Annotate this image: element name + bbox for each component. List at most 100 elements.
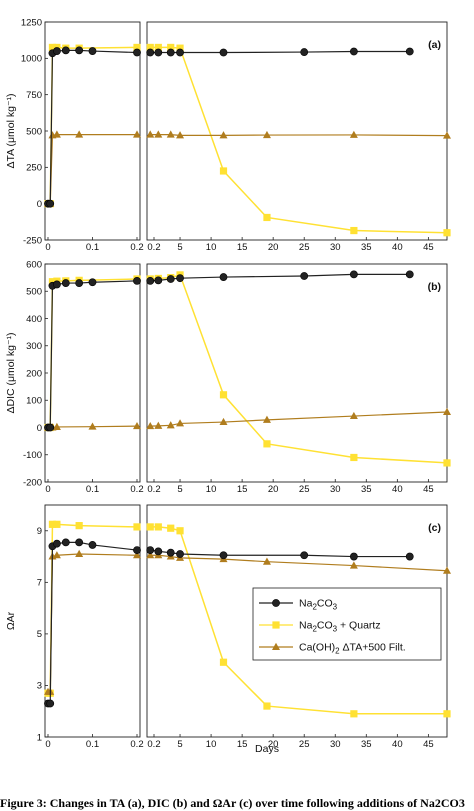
x-tick-label: 10 — [206, 739, 217, 750]
na2co3-point — [46, 423, 55, 432]
x-tick-label: 35 — [361, 242, 372, 253]
quartz-point — [154, 43, 162, 52]
caoh-point — [176, 131, 185, 139]
na2co3-series — [44, 538, 414, 708]
na2co3-point — [53, 280, 61, 289]
caoh-point — [88, 422, 97, 430]
legend-entry-caoh: Ca(OH)2 ΔTA+500 Filt. — [299, 642, 406, 656]
legend-text: Na — [299, 598, 313, 610]
caoh-series — [44, 130, 451, 207]
na2co3-series — [44, 270, 414, 432]
y-tick-label: -250 — [23, 235, 42, 246]
na2co3-point — [146, 276, 155, 285]
caoh-line-right — [150, 411, 448, 427]
na2co3-point — [272, 599, 280, 607]
legend-box — [252, 587, 442, 661]
na2co3-point — [219, 551, 228, 560]
x-tick-label: 0.2 — [147, 739, 160, 750]
caoh-point — [176, 419, 185, 427]
quartz-point — [443, 459, 451, 467]
panel-label: (a) — [428, 39, 441, 51]
y-axis-label: ΩAr — [5, 611, 17, 630]
caoh-point — [262, 415, 271, 423]
y-tick-label: 1 — [37, 732, 42, 743]
quartz-point — [443, 710, 451, 718]
x-tick-label: 0.2 — [130, 739, 143, 750]
y-tick-label: -200 — [23, 477, 42, 488]
right-axis-frame — [146, 504, 448, 738]
caoh-point — [133, 421, 141, 430]
y-tick-label: -100 — [23, 450, 42, 461]
x-tick-label: 0.2 — [130, 484, 143, 495]
na2co3-point — [133, 48, 141, 57]
y-tick-label: 7 — [37, 578, 42, 589]
x-tick-label: 40 — [392, 739, 403, 750]
x-tick-label: 25 — [299, 484, 310, 495]
figure-caption: Figure 3: Changes in TA (a), DIC (b) and… — [0, 794, 474, 811]
caoh-series — [44, 407, 451, 431]
na2co3-point — [349, 47, 358, 56]
x-tick-label: 0.2 — [147, 484, 160, 495]
caoh-point — [52, 130, 61, 138]
na2co3-point — [219, 48, 228, 57]
na2co3-point — [53, 47, 61, 55]
quartz-line-right — [150, 273, 448, 464]
right-axis-frame — [146, 21, 448, 241]
quartz-point — [48, 520, 57, 528]
x-tick-label: 10 — [206, 484, 217, 495]
na2co3-point — [133, 276, 141, 285]
na2co3-point — [166, 48, 175, 57]
caoh-point — [166, 421, 175, 429]
caoh-point — [52, 551, 61, 559]
x-axis-label: Days — [255, 743, 279, 755]
x-tick-label: 30 — [330, 484, 341, 495]
y-tick-label: 500 — [26, 126, 42, 137]
y-tick-label: 750 — [26, 90, 42, 101]
quartz-point — [219, 391, 228, 399]
quartz-point — [48, 278, 57, 286]
quartz-point — [133, 523, 141, 531]
na2co3-point — [154, 547, 163, 556]
na2co3-point — [154, 48, 163, 57]
na2co3-line-left — [48, 49, 138, 205]
na2co3-line-left — [48, 280, 138, 429]
quartz-point — [133, 43, 141, 52]
y-axis-label: ΔTA (μmol kg⁻¹) — [5, 94, 17, 169]
caoh-line-left — [48, 553, 138, 693]
na2co3-point — [75, 279, 84, 287]
na2co3-series — [44, 46, 414, 208]
y-tick-label: 250 — [26, 163, 42, 174]
y-tick-label: 1000 — [21, 54, 42, 65]
na2co3-point — [300, 551, 309, 560]
na2co3-line-right — [150, 50, 410, 54]
na2co3-point — [176, 274, 184, 283]
na2co3-point — [61, 279, 70, 287]
caoh-point — [272, 642, 280, 650]
y-axis-label: ΔDIC (μmol kg⁻¹) — [5, 332, 17, 413]
quartz-point — [263, 702, 271, 710]
x-tick-label: 5 — [177, 242, 182, 253]
na2co3-point — [61, 538, 70, 547]
na2co3-point — [405, 552, 414, 561]
caoh-point — [166, 130, 175, 138]
caoh-line-left — [48, 134, 137, 205]
caoh-point — [133, 130, 141, 138]
x-tick-label: 25 — [299, 242, 310, 253]
legend-entry-na2co3: Na2CO3 — [299, 598, 338, 612]
quartz-point — [146, 43, 154, 52]
y-tick-label: 400 — [26, 314, 42, 325]
na2co3-point — [176, 550, 184, 558]
x-tick-label: 45 — [423, 242, 434, 253]
y-tick-label: 9 — [37, 526, 42, 537]
x-tick-label: 15 — [237, 484, 248, 495]
quartz-point — [263, 213, 271, 222]
y-tick-label: 500 — [26, 287, 42, 298]
y-tick-label: 3 — [37, 681, 42, 692]
y-tick-label: 0 — [37, 199, 42, 210]
na2co3-point — [405, 270, 414, 279]
panel-label: (c) — [428, 522, 441, 534]
quartz-point — [176, 44, 184, 52]
caoh-point — [443, 131, 451, 139]
na2co3-line-right — [150, 549, 410, 558]
na2co3-point — [46, 699, 55, 708]
